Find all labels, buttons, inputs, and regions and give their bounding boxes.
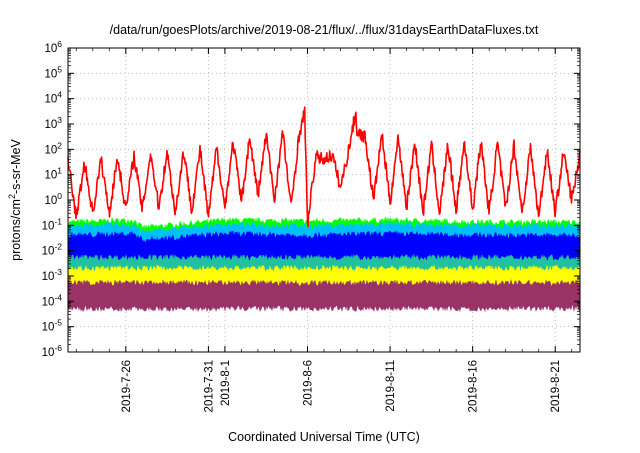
y-tick-label-exp: 3 (57, 115, 62, 125)
y-tick-label: 10-2 (42, 242, 63, 258)
y-tick-label-exp: 5 (57, 64, 62, 74)
y-tick-label: 106 (44, 39, 62, 55)
chart-title: /data/run/goesPlots/archive/2019-08-21/f… (110, 23, 539, 37)
y-tick-label: 10-1 (42, 216, 63, 232)
y-tick-label-exp: 6 (57, 39, 62, 49)
y-tick-label-base: 10 (44, 170, 57, 182)
y-tick-label: 10-5 (42, 318, 63, 334)
y-tick-label: 100 (44, 191, 62, 207)
y-tick-label-exp: -2 (54, 242, 62, 252)
y-tick-label-exp: -6 (54, 343, 62, 353)
y-tick-label-exp: 2 (57, 140, 62, 150)
x-tick-label: 2019-7-31 (203, 360, 215, 412)
y-tick-label-base: 10 (44, 195, 57, 207)
y-tick-label-base: 10 (42, 296, 55, 308)
y-axis-label-sup: 2 (7, 194, 17, 199)
x-axis-label: Coordinated Universal Time (UTC) (228, 430, 420, 444)
y-tick-label-base: 10 (42, 220, 55, 232)
series-band-layer (67, 216, 581, 313)
y-tick-label: 10-4 (42, 292, 63, 308)
y-tick-label: 101 (44, 166, 62, 182)
y-tick-label: 105 (44, 64, 62, 80)
y-tick-label-base: 10 (44, 68, 57, 80)
y-tick-label: 102 (44, 140, 62, 156)
x-tick-label: 2019-8-16 (468, 360, 480, 412)
y-tick-label: 10-6 (42, 343, 63, 359)
y-tick-label-base: 10 (42, 347, 55, 359)
y-tick-label-base: 10 (42, 271, 55, 283)
series-band-6 (67, 278, 581, 313)
y-tick-label-exp: -3 (54, 267, 62, 277)
x-tick-label: 2019-7-26 (121, 360, 133, 412)
y-tick-label-exp: -1 (54, 216, 62, 226)
y-tick-label-base: 10 (42, 246, 55, 258)
y-tick-label-exp: 4 (57, 90, 62, 100)
y-tick-label-exp: 0 (57, 191, 62, 201)
series-line-layer (67, 106, 581, 228)
y-tick-label: 104 (44, 90, 62, 106)
x-tick-label: 2019-8-6 (302, 360, 314, 406)
y-axis-label-rest: -s-sr-MeV (9, 138, 23, 194)
y-axis-label-base: protons/cm (9, 199, 23, 261)
tick-layer: 10-610-510-410-310-210-11001011021031041… (42, 39, 580, 412)
y-tick-label-base: 10 (42, 322, 55, 334)
series-line-0 (67, 106, 581, 228)
x-tick-label: 2019-8-11 (385, 360, 397, 412)
x-tick-label: 2019-8-1 (220, 360, 232, 406)
y-tick-label-base: 10 (44, 94, 57, 106)
y-axis-label: protons/cm2-s-sr-MeV (7, 138, 23, 260)
y-tick-label-base: 10 (44, 119, 57, 131)
y-tick-label-exp: -4 (54, 292, 62, 302)
y-tick-label-exp: -5 (54, 318, 62, 328)
y-tick-label-base: 10 (44, 144, 57, 156)
y-tick-label-base: 10 (44, 43, 57, 55)
y-tick-label: 103 (44, 115, 62, 131)
y-tick-label-exp: 1 (57, 166, 62, 176)
x-tick-label: 2019-8-21 (550, 360, 562, 412)
y-tick-label: 10-3 (42, 267, 63, 283)
